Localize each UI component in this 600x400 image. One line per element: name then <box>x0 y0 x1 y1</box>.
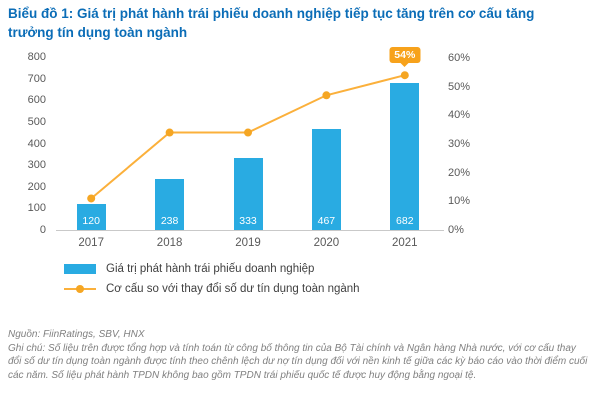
x-axis-label-2019: 2019 <box>235 237 261 249</box>
right-axis-tick: 40% <box>448 109 471 122</box>
legend-label: Cơ cấu so với thay đổi số dư tín dụng to… <box>106 283 360 295</box>
legend-item: Giá trị phát hành trái phiếu doanh nghiệ… <box>64 263 360 275</box>
x-axis-label-2017: 2017 <box>78 237 104 249</box>
left-axis-tick: 0 <box>39 224 46 236</box>
chart-footnotes: Nguồn: FiinRatings, SBV, HNX Ghi chú: Số… <box>8 328 588 382</box>
left-axis-tick: 600 <box>27 94 46 107</box>
line-marker <box>322 91 331 100</box>
legend-label: Giá trị phát hành trái phiếu doanh nghiệ… <box>106 263 315 275</box>
left-axis-tick: 300 <box>27 159 46 172</box>
bar-2021 <box>390 82 420 230</box>
left-axis-tick: 400 <box>27 137 46 150</box>
line-marker <box>87 194 96 203</box>
source-note: Nguồn: FiinRatings, SBV, HNX <box>8 329 145 340</box>
right-axis-tick: 20% <box>448 166 471 179</box>
left-axis-tick: 200 <box>27 180 46 193</box>
x-axis-line <box>56 230 444 231</box>
bar-2017 <box>76 204 106 230</box>
right-axis-tick: 50% <box>448 80 471 93</box>
right-axis-tick: 0% <box>448 224 464 236</box>
left-axis-tick: 700 <box>27 72 46 85</box>
legend-bar-swatch-icon <box>64 264 96 274</box>
left-axis-tick: 100 <box>27 202 46 215</box>
right-axis-tick: 30% <box>448 138 471 150</box>
bar-value-label: 682 <box>396 215 414 227</box>
bar-value-label: 238 <box>160 215 179 227</box>
right-axis-tick: 60% <box>448 52 471 64</box>
x-axis-label-2020: 2020 <box>313 237 340 249</box>
legend-item: Cơ cấu so với thay đổi số dư tín dụng to… <box>64 283 360 295</box>
bar-value-label: 467 <box>317 215 336 227</box>
legend-line-swatch-icon <box>64 284 96 294</box>
chart-legend: Giá trị phát hành trái phiếu doanh nghiệ… <box>64 263 360 303</box>
right-axis-tick: 10% <box>448 195 471 208</box>
line-marker <box>165 128 174 137</box>
x-axis-label-2021: 2021 <box>392 237 418 249</box>
chart-title: Biểu đồ 1: Giá trị phát hành trái phiếu … <box>8 6 535 40</box>
line-point-callout: 54% <box>389 47 421 64</box>
bar-value-label: 120 <box>82 215 100 227</box>
line-marker <box>400 71 409 80</box>
methodology-note: Ghi chú: Số liệu trên được tổng hợp và t… <box>8 343 588 381</box>
bar-value-label: 333 <box>239 215 257 227</box>
line-marker <box>244 128 252 137</box>
left-axis-tick: 500 <box>27 115 46 128</box>
x-axis-label-2018: 2018 <box>156 237 183 249</box>
left-axis-tick: 800 <box>27 51 46 63</box>
combo-chart: 800 700 600 500 400 300 200 100 0 60% 50% 40% 30% 20%… <box>0 44 600 262</box>
